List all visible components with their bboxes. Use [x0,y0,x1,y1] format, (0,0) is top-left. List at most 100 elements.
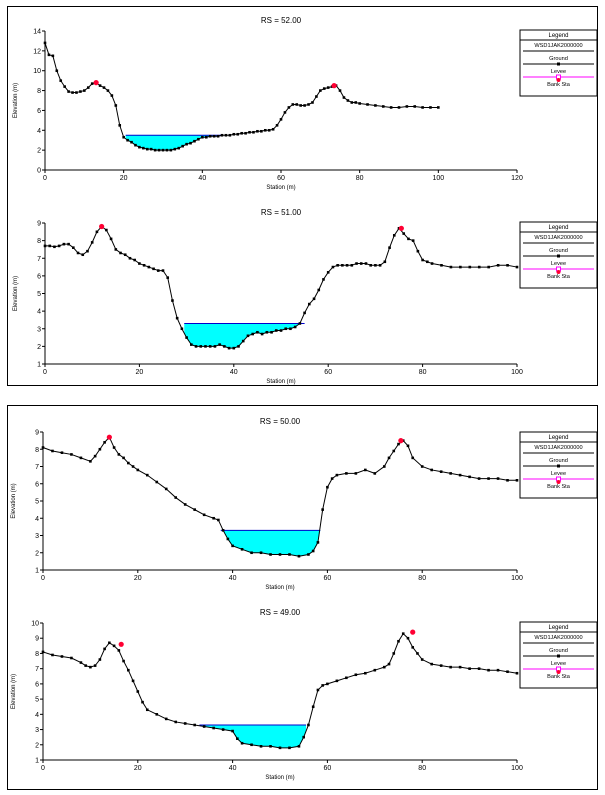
ground-point [336,264,339,267]
page-frame-top [7,6,598,386]
y-tick-label: 3 [37,326,41,333]
ground-point [407,237,410,241]
ground-point [152,267,155,271]
x-axis-label: Station (m) [265,775,294,781]
ground-point [174,496,178,499]
ground-point [60,655,64,658]
ground-point [515,265,519,269]
ground-point [232,346,236,350]
ground-point [387,662,391,666]
x-tick-label: 20 [136,369,144,376]
ground-point [53,245,56,249]
ground-point [477,477,481,480]
ground-point [311,549,315,553]
ground-point [232,132,236,136]
y-tick-label: 2 [37,148,41,155]
ground-point [155,713,159,716]
ground-point [217,518,220,522]
ground-point [350,264,354,267]
ground-point [138,145,141,149]
ground-point [193,508,196,511]
ground-point [373,472,377,475]
legend-item-label: Levee [551,471,566,477]
legend: Legend WSD1JAK2000000 Ground Levee Bank Sta [519,431,598,499]
ground-point [231,729,234,733]
x-tick-label: 40 [198,175,206,182]
ground-point [487,265,490,269]
ground-point [420,658,424,661]
ground-point [416,249,420,253]
y-tick-label: 2 [35,742,39,749]
ground-point [459,265,462,269]
ground-point [421,106,424,109]
legend-item-label: Ground [549,56,568,62]
ground-point [303,311,306,315]
chart-0: RS = 52.00 0 20 40 60 80 100 120 0 2 4 6 8 10 12 14 Stat… [13,16,598,191]
ground-point [354,673,358,677]
ground-point [311,705,315,709]
ground-point [208,134,212,138]
ground-point [47,53,51,57]
ground-point [429,106,432,109]
ground-point [341,264,344,267]
ground-point [302,735,305,739]
ground-point [55,69,59,73]
ground-point [289,327,292,331]
ground-point [321,684,324,687]
ground-point [241,339,245,343]
y-tick-label: 2 [37,344,41,351]
ground-point [366,103,369,106]
ground-point [307,553,310,556]
legend-swatch-bank [556,270,561,274]
ground-point [71,91,74,94]
ground-point [119,251,122,255]
ground-point [149,147,153,151]
ground-point [392,652,396,655]
chart-title: RS = 49.00 [260,608,301,617]
ground-point [141,700,144,704]
ground-point [165,148,169,152]
ground-point [279,118,283,121]
ground-point [420,465,424,468]
y-tick-label: 8 [35,447,39,454]
ground-point [41,446,45,449]
ground-point [90,82,94,85]
ground-point [402,232,406,235]
bank-station-marker [410,629,416,635]
ground-point [383,260,387,264]
ground-point [477,667,481,670]
ground-point [114,104,118,107]
ground-point [133,258,136,262]
x-tick-label: 100 [511,575,523,582]
ground-point [287,106,291,109]
ground-point [98,84,102,87]
ground-point [252,130,255,134]
ground-point [374,104,377,107]
ground-point [271,127,275,131]
ground-point [487,668,490,672]
ground-point [345,472,348,475]
ground-point [354,101,358,104]
y-tick-label: 10 [33,68,41,75]
ground-point [103,441,106,444]
bank-station-marker [398,225,404,231]
ground-point [278,746,282,750]
chart-title: RS = 51.00 [261,208,302,217]
ground-point [51,653,54,657]
ground-point [199,345,203,348]
y-tick-label: 0 [37,168,41,175]
ground-point [112,644,116,648]
ground-point [345,676,348,680]
y-tick-label: 6 [35,481,39,488]
y-tick-label: 14 [33,29,41,36]
y-tick-label: 1 [35,758,39,765]
legend-item-label: Bank Sta [547,674,571,680]
ground-point [267,128,271,132]
ground-point [293,325,297,329]
ground-point [134,143,137,147]
ground-point [193,723,196,727]
bank-station-marker [118,641,124,647]
ground-point [265,330,269,334]
ground-point [145,147,149,151]
x-tick-label: 100 [511,369,523,376]
